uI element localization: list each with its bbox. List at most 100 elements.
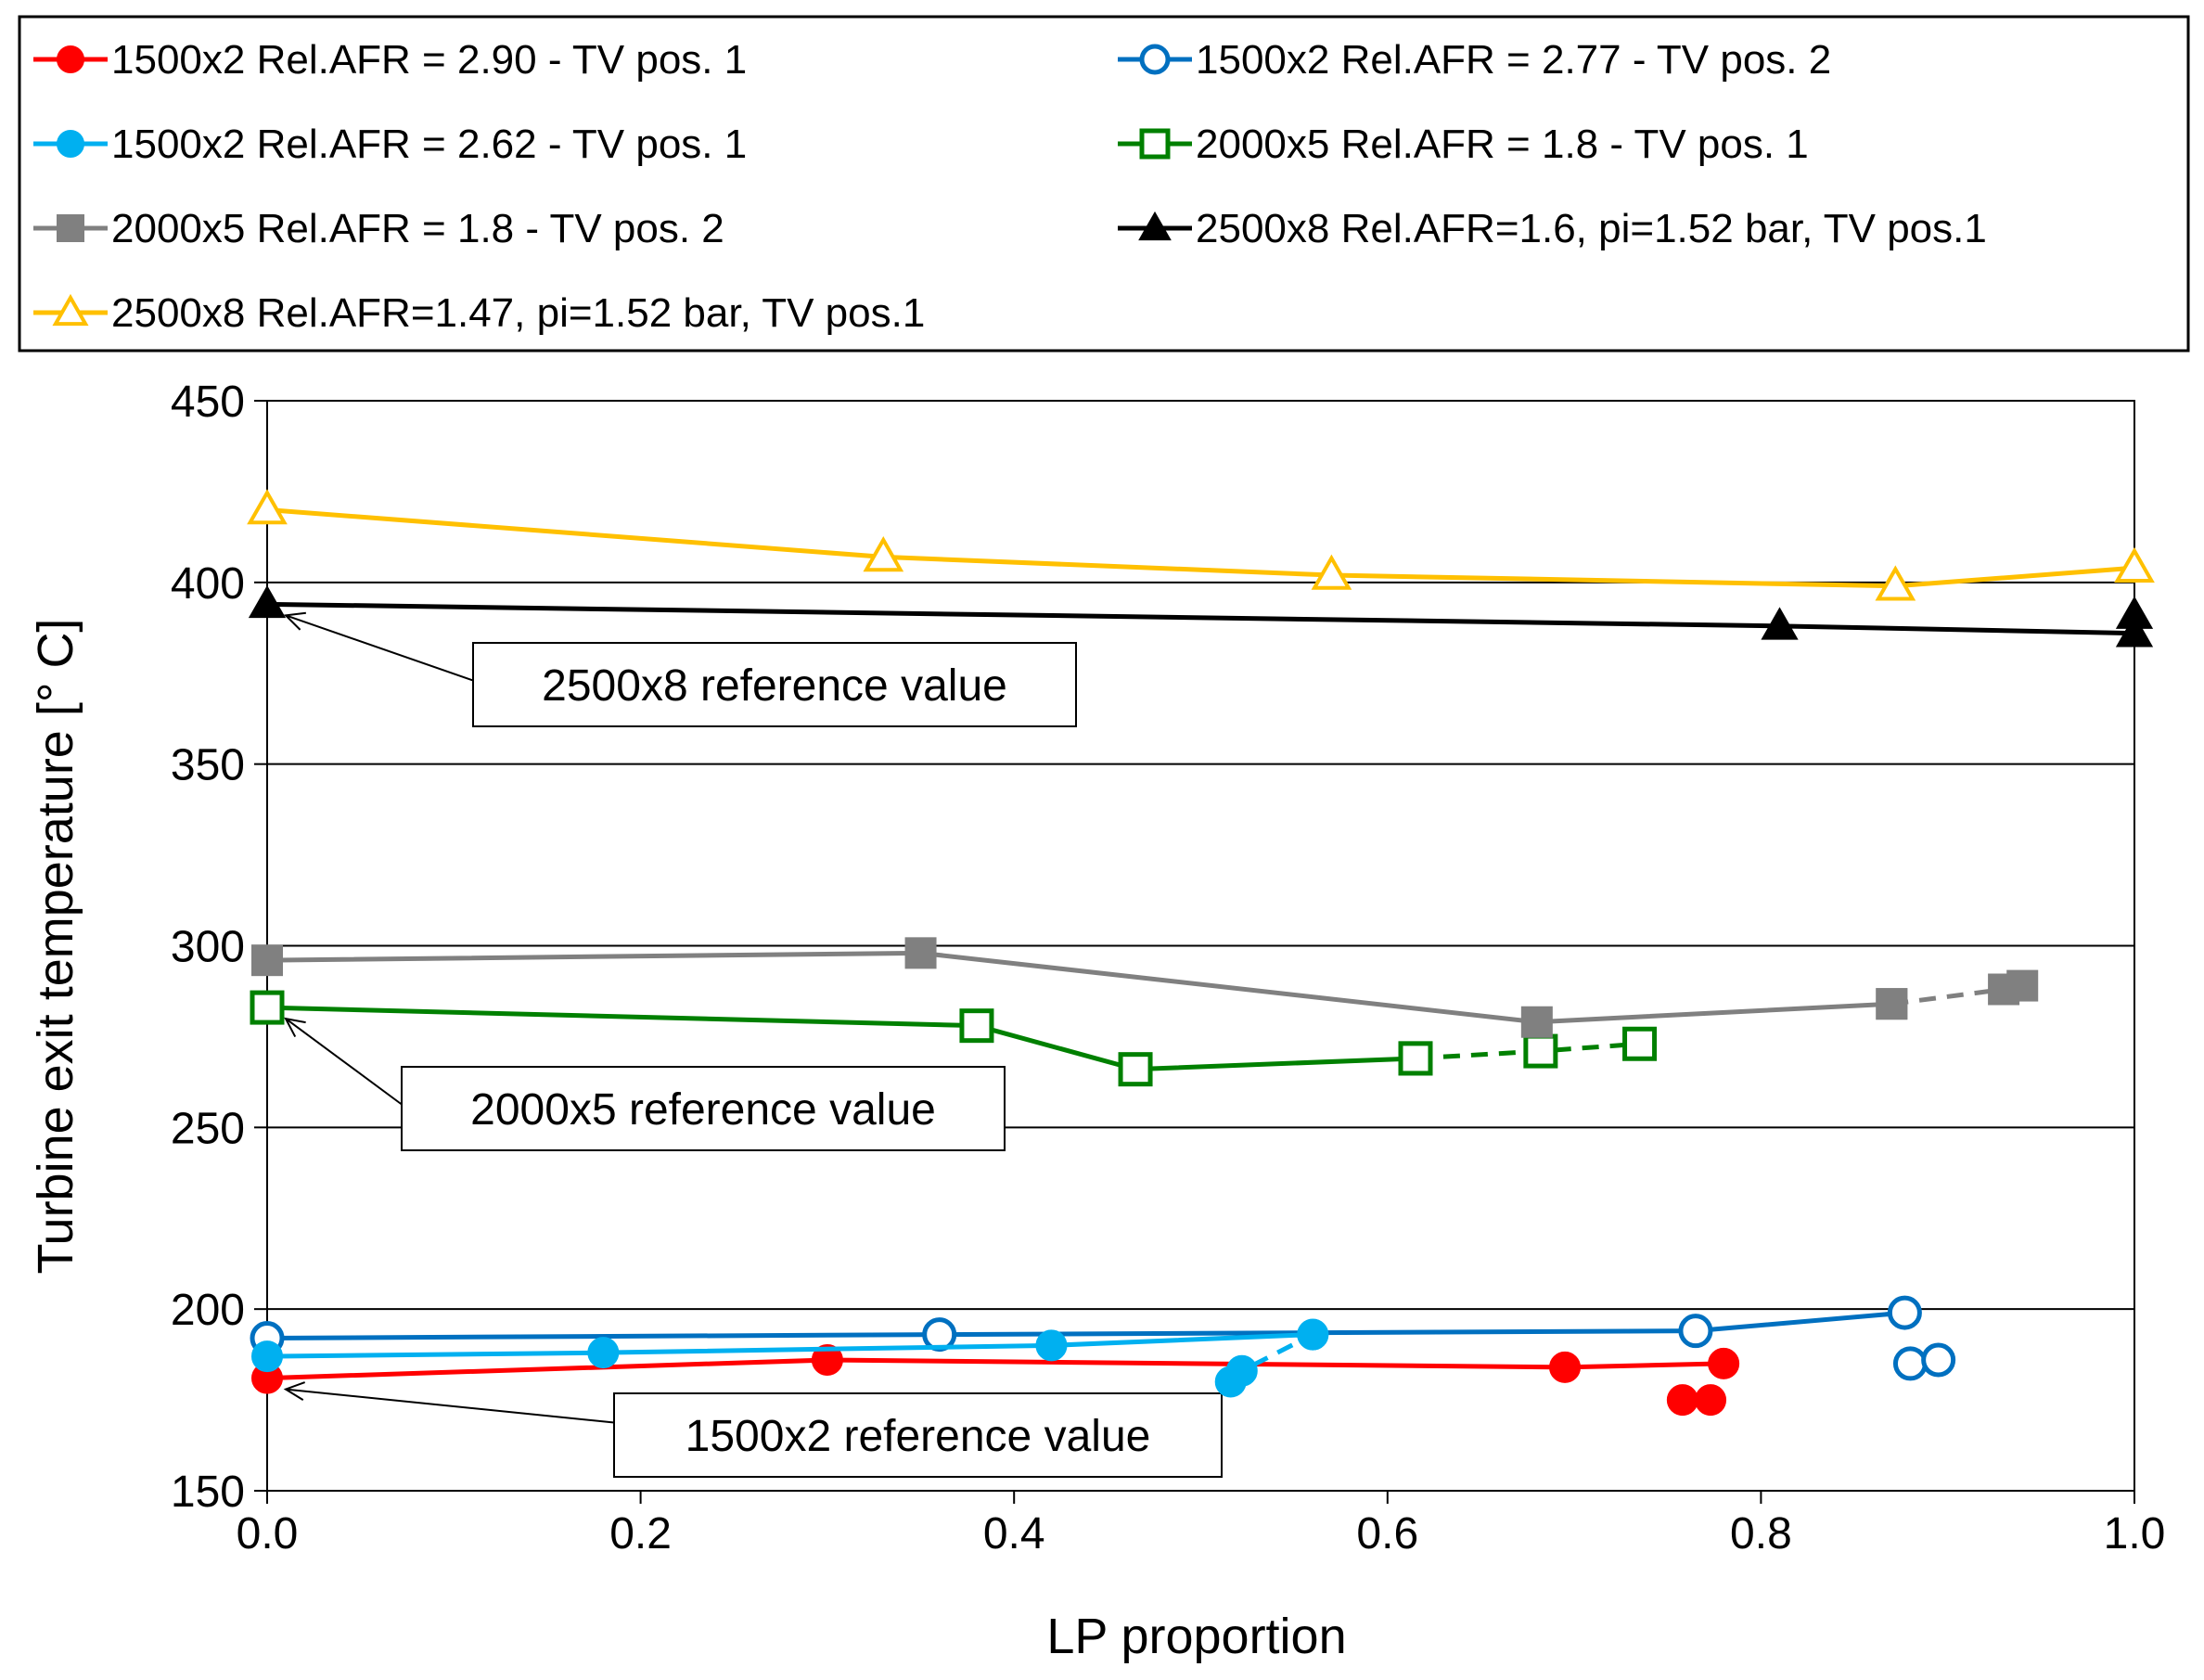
annotation-arrowhead (283, 611, 306, 631)
series-line (266, 507, 2135, 589)
data-point (1876, 988, 1908, 1020)
tick-label-y: 350 (171, 741, 245, 790)
data-point (1311, 554, 1352, 590)
annotation-box (401, 1066, 1006, 1151)
data-point (1887, 1295, 1922, 1330)
data-point (2115, 614, 2154, 648)
legend-label: 1500x2 Rel.AFR = 2.90 - TV pos. 1 (111, 37, 747, 83)
series-line (266, 1332, 1313, 1359)
tick-label-y: 450 (171, 378, 245, 427)
tick-label-x: 0.2 (609, 1509, 672, 1558)
legend-box (18, 15, 2190, 353)
data-point (1138, 211, 1172, 241)
data-point (904, 937, 937, 969)
annotation-leader-line (285, 1388, 615, 1424)
series-line (266, 1310, 1905, 1340)
tick-label-y: 150 (171, 1468, 245, 1517)
series-4 (251, 937, 2039, 1038)
series-line (266, 601, 2137, 636)
data-point (1523, 1033, 1558, 1069)
series-line (266, 950, 1892, 1025)
series-3 (250, 990, 1658, 1087)
data-point (587, 1337, 620, 1369)
annotation-label: 1500x2 reference value (686, 1412, 1151, 1461)
data-point (57, 130, 84, 158)
legend-label: 1500x2 Rel.AFR = 2.62 - TV pos. 1 (111, 122, 747, 167)
data-point (1761, 607, 1799, 640)
data-point (1139, 128, 1171, 160)
annotation-leader-line (285, 614, 474, 682)
data-point (2115, 596, 2154, 629)
data-point (1118, 1052, 1153, 1087)
legend-item-1: 1500x2 Rel.AFR = 2.77 - TV pos. 2 (1118, 37, 1831, 83)
data-point (1139, 44, 1171, 75)
tick-label-y: 400 (171, 559, 245, 609)
data-point (2114, 546, 2155, 583)
data-point (1297, 1318, 1329, 1351)
tick-label-x: 0.0 (237, 1509, 299, 1558)
tick-label-x: 1.0 (2104, 1509, 2166, 1558)
legend-label: 2000x5 Rel.AFR = 1.8 - TV pos. 1 (1196, 122, 1809, 167)
tick-label-y: 250 (171, 1104, 245, 1153)
series-2 (251, 1318, 1329, 1398)
data-point (1695, 1384, 1727, 1417)
annotation-arrowhead (283, 1381, 306, 1401)
annotation-leader-line (285, 1018, 403, 1106)
data-point (959, 1008, 994, 1044)
data-point (1678, 1314, 1713, 1349)
legend-label: 1500x2 Rel.AFR = 2.77 - TV pos. 2 (1196, 37, 1831, 83)
tick-label-x: 0.8 (1730, 1509, 1792, 1558)
data-point (248, 584, 287, 619)
series-line (266, 1357, 1724, 1381)
data-point (1708, 1347, 1740, 1379)
series-layer (247, 489, 2155, 1417)
annotation-label: 2000x5 reference value (470, 1085, 936, 1135)
data-point (57, 214, 84, 242)
data-point (863, 535, 904, 572)
data-point (251, 1340, 283, 1373)
tick-label-y: 300 (171, 923, 245, 972)
data-point (1666, 1384, 1698, 1417)
legend-item-0: 1500x2 Rel.AFR = 2.90 - TV pos. 1 (33, 37, 747, 83)
data-point (250, 990, 285, 1025)
tick-label-y: 200 (171, 1286, 245, 1335)
annotation-label: 2500x8 reference value (542, 661, 1007, 711)
axis-ticks: 150 200 250 300 350 400 450 0.0 0.2 0.4 0.6 0.8 1.0 (171, 378, 2165, 1558)
annotations: 2500x8 reference value 2000x5 reference v… (283, 611, 1223, 1478)
series-6 (247, 489, 2155, 601)
gridlines (267, 400, 2134, 1492)
legend-label: 2000x5 Rel.AFR = 1.8 - TV pos. 2 (111, 206, 724, 251)
annotation-box (472, 642, 1077, 727)
data-point (1520, 1006, 1553, 1038)
data-point (811, 1344, 843, 1376)
x-axis-title: LP proportion (1046, 1609, 1346, 1664)
legend-item-6: 2500x8 Rel.AFR=1.47, pi=1.52 bar, TV pos… (33, 290, 925, 336)
legend-item-4: 2000x5 Rel.AFR = 1.8 - TV pos. 2 (33, 206, 724, 251)
data-point (1549, 1351, 1582, 1383)
data-point (2006, 969, 2039, 1002)
tick-label-x: 0.6 (1356, 1509, 1418, 1558)
data-point (251, 944, 283, 977)
data-point (1622, 1026, 1658, 1061)
data-point (1035, 1329, 1068, 1362)
data-point (1921, 1342, 1956, 1378)
legend-item-5: 2500x8 Rel.AFR=1.6, pi=1.52 bar, TV pos.… (1118, 206, 1987, 251)
data-point (1398, 1041, 1433, 1076)
y-axis-title: Turbine exit temperature [° C] (28, 619, 83, 1275)
annotation-box (613, 1392, 1223, 1478)
data-point (1875, 565, 1916, 601)
legend: 1500x2 Rel.AFR = 2.90 - TV pos. 1 1500x2 … (33, 37, 1987, 336)
legend-item-3: 2000x5 Rel.AFR = 1.8 - TV pos. 1 (1118, 122, 1809, 167)
legend-item-2: 1500x2 Rel.AFR = 2.62 - TV pos. 1 (33, 122, 747, 167)
legend-label: 2500x8 Rel.AFR=1.47, pi=1.52 bar, TV pos… (111, 290, 925, 336)
data-point (247, 489, 288, 525)
series-line (266, 1005, 1416, 1072)
series-5 (248, 584, 2154, 648)
annotation-arrowhead (284, 1017, 306, 1038)
data-point (52, 293, 89, 327)
legend-label: 2500x8 Rel.AFR=1.6, pi=1.52 bar, TV pos.… (1196, 206, 1987, 251)
data-point (1892, 1346, 1928, 1381)
tick-label-x: 0.4 (983, 1509, 1045, 1558)
data-point (57, 45, 84, 73)
